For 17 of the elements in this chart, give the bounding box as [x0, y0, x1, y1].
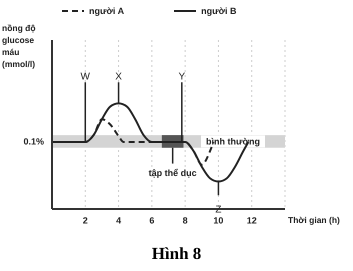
text: 0.1%: [23, 136, 44, 147]
x-axis-title: Thời gian (h): [288, 215, 340, 225]
legend-label: người A: [88, 6, 124, 16]
annotation: X: [115, 71, 122, 82]
x-tick-label: 6: [149, 215, 154, 226]
annotation: Y: [178, 71, 186, 82]
y-axis-title: nồng độ glucose máu (mmol/l): [2, 22, 37, 70]
annotation: W: [80, 71, 91, 82]
x-tick-label: 12: [246, 215, 257, 226]
x-tick-label: 10: [213, 215, 224, 226]
band-label: bình thường: [206, 136, 260, 146]
legend-label: người B: [200, 6, 236, 16]
text: Hình 8: [150, 244, 202, 264]
x-tick-label: 8: [182, 215, 188, 226]
band-label: tập thể dục: [148, 168, 197, 178]
x-tick-label: 4: [116, 215, 122, 226]
x-tick-label: 2: [82, 215, 88, 226]
